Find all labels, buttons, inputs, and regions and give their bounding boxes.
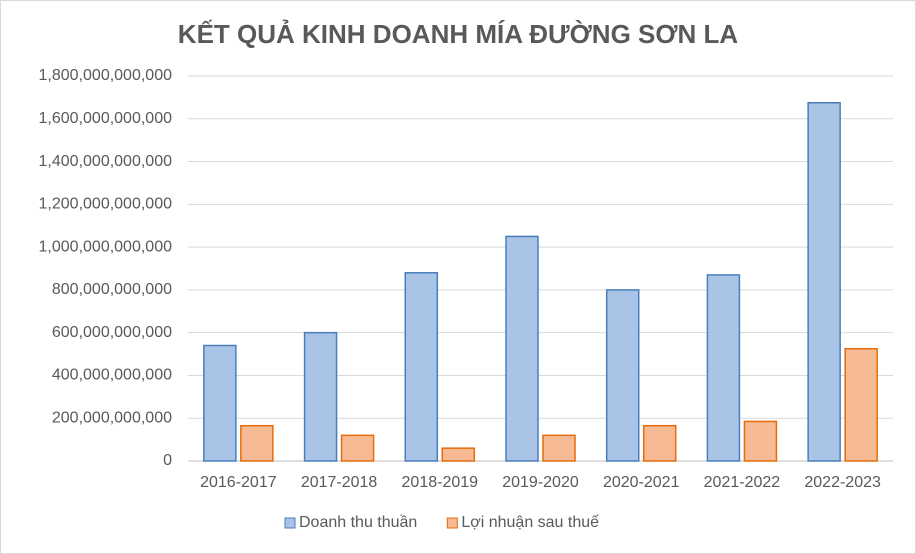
legend-label: Lợi nhuận sau thuế — [461, 514, 599, 531]
bar — [542, 434, 576, 462]
bar — [441, 447, 476, 462]
bar — [203, 344, 237, 462]
legend-swatch — [284, 517, 296, 529]
x-tick-label: 2022-2023 — [804, 474, 881, 491]
x-tick-label: 2019-2020 — [502, 474, 579, 491]
bar — [505, 235, 539, 462]
x-tick-label: 2017-2018 — [301, 474, 378, 491]
y-tick-label: 800,000,000,000 — [52, 281, 172, 298]
x-tick-label: 2016-2017 — [200, 474, 277, 491]
y-tick-label: 1,400,000,000,000 — [39, 153, 173, 170]
bar — [240, 424, 274, 462]
y-tick-label: 1,800,000,000,000 — [39, 67, 173, 84]
bar — [844, 347, 878, 462]
y-tick-label: 600,000,000,000 — [52, 324, 172, 341]
bar — [605, 289, 640, 462]
x-tick-label: 2021-2022 — [704, 474, 781, 491]
chart-title: KẾT QUẢ KINH DOANH MÍA ĐƯỜNG SƠN LA — [178, 19, 739, 49]
bar — [404, 272, 439, 462]
legend-label: Doanh thu thuần — [299, 514, 417, 531]
y-tick-label: 0 — [163, 452, 172, 469]
legend-swatch — [446, 517, 458, 529]
y-tick-label: 1,600,000,000,000 — [39, 110, 173, 127]
bar — [340, 434, 375, 462]
y-tick-label: 1,000,000,000,000 — [39, 238, 173, 255]
x-tick-label: 2018-2019 — [402, 474, 479, 491]
bar — [743, 420, 778, 462]
bar — [807, 101, 841, 462]
y-tick-label: 400,000,000,000 — [52, 367, 172, 384]
bar — [642, 424, 677, 462]
bar — [706, 274, 741, 462]
y-tick-label: 1,200,000,000,000 — [39, 196, 173, 213]
y-tick-label: 200,000,000,000 — [52, 409, 172, 426]
bar — [303, 331, 338, 462]
x-tick-label: 2020-2021 — [603, 474, 680, 491]
